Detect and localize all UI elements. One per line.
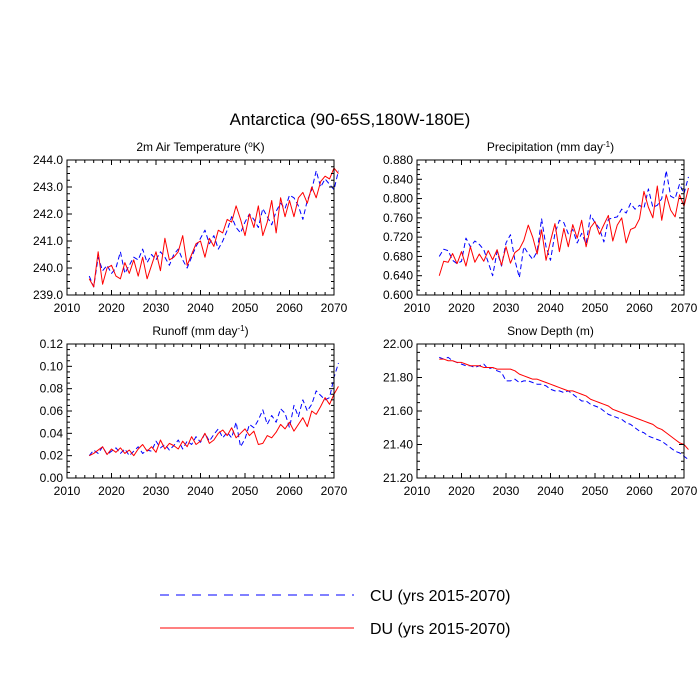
- snow-xtick-label: 2070: [671, 484, 698, 498]
- precip-ytick-label: 0.640: [383, 269, 413, 283]
- precip-title-main: Precipitation (mm day: [487, 140, 603, 154]
- runoff-xtick-label: 2060: [276, 484, 303, 498]
- temp-ytick-label: 244.0: [33, 153, 63, 167]
- temp-ytick-label: 243.0: [33, 180, 63, 194]
- temp-xtick-label: 2020: [98, 301, 125, 315]
- temp-panel-title: 2m Air Temperature (oK): [136, 140, 264, 154]
- runoff-xtick-label: 2030: [143, 484, 170, 498]
- temp-xtick-label: 2030: [143, 301, 170, 315]
- precip-ytick-label: 0.680: [383, 249, 413, 263]
- panel-precip: Precipitation (mm day-1) 2010 2020 2030 2040…: [383, 140, 698, 315]
- precip-ytick-label: 0.600: [383, 288, 413, 302]
- legend: CU (yrs 2015-2070) DU (yrs 2015-2070): [160, 588, 511, 638]
- temp-series-cu: [88, 170, 339, 288]
- runoff-title-main: Runoff (mm day: [152, 324, 237, 338]
- runoff-ytick-label: 0.06: [40, 404, 64, 418]
- precip-title-tail: ): [610, 140, 614, 154]
- runoff-xtick-label: 2010: [54, 484, 81, 498]
- runoff-ytick-label: 0.04: [40, 426, 64, 440]
- precip-xtick-label: 2010: [404, 301, 431, 315]
- snow-xtick-label: 2050: [582, 484, 609, 498]
- temp-ytick-label: 242.0: [33, 207, 63, 221]
- snow-title-main: Snow Depth (m): [507, 324, 594, 338]
- runoff-ytick-label: 0.02: [40, 449, 64, 463]
- runoff-ytick-label: 0.12: [40, 337, 64, 351]
- precip-series-cu: [438, 170, 689, 279]
- runoff-title-tail: ): [245, 324, 249, 338]
- precip-xtick-label: 2020: [448, 301, 475, 315]
- precip-xtick-label: 2070: [671, 301, 698, 315]
- temp-xtick-label: 2060: [276, 301, 303, 315]
- precip-ytick-label: 0.840: [383, 172, 413, 186]
- runoff-title-sup: -1: [238, 324, 246, 333]
- runoff-xtick-label: 2040: [187, 484, 214, 498]
- snow-plot-frame: [416, 343, 685, 479]
- temp-xtick-label: 2010: [54, 301, 81, 315]
- temp-title-tail: K): [253, 140, 265, 154]
- runoff-panel-title: Runoff (mm day-1): [152, 324, 248, 338]
- precip-series-du: [438, 185, 689, 276]
- precip-xtick-label: 2040: [537, 301, 564, 315]
- runoff-series-cu: [88, 362, 339, 457]
- panel-temp: 2m Air Temperature (oK) 2010 2020 2030 2040 2…: [33, 140, 348, 315]
- snow-ytick-label: 21.80: [383, 371, 413, 385]
- snow-xtick-label: 2060: [626, 484, 653, 498]
- precip-panel-title: Precipitation (mm day-1): [487, 140, 614, 154]
- precip-title-sup: -1: [603, 140, 611, 149]
- temp-xtick-label: 2070: [321, 301, 348, 315]
- snow-series-du: [439, 358, 689, 450]
- precip-xtick-label: 2050: [582, 301, 609, 315]
- temp-xtick-label: 2050: [232, 301, 259, 315]
- snow-ytick-label: 21.20: [383, 471, 413, 485]
- runoff-xtick-label: 2070: [321, 484, 348, 498]
- temp-ytick-label: 241.0: [33, 234, 63, 248]
- temp-series-du: [88, 167, 339, 288]
- panel-snow: Snow Depth (m) 2010 2020 2030 2040 2050 2060 20…: [383, 324, 698, 498]
- snow-xtick-label: 2040: [537, 484, 564, 498]
- runoff-plot-frame: [66, 343, 335, 479]
- runoff-xtick-label: 2020: [98, 484, 125, 498]
- temp-ytick-label: 240.0: [33, 261, 63, 275]
- temp-plot-frame: [66, 159, 335, 296]
- precip-ytick-label: 0.880: [383, 153, 413, 167]
- temp-title-sup: o: [248, 140, 253, 149]
- snow-ytick-label: 22.00: [383, 337, 413, 351]
- runoff-ytick-label: 0.00: [40, 471, 64, 485]
- precip-ytick-label: 0.720: [383, 230, 413, 244]
- legend-label-cu: CU (yrs 2015-2070): [370, 588, 511, 605]
- snow-ytick-label: 21.60: [383, 404, 413, 418]
- runoff-xtick-label: 2050: [232, 484, 259, 498]
- precip-ytick-label: 0.760: [383, 211, 413, 225]
- panel-runoff: Runoff (mm day-1) 2010 2020 2030 2040 2050 206…: [40, 324, 348, 498]
- precip-xtick-label: 2030: [493, 301, 520, 315]
- precip-ytick-label: 0.800: [383, 192, 413, 206]
- snow-xtick-label: 2030: [493, 484, 520, 498]
- snow-series-cu: [439, 356, 689, 460]
- temp-xtick-label: 2040: [187, 301, 214, 315]
- runoff-series-du: [89, 386, 339, 457]
- runoff-ytick-label: 0.08: [40, 382, 64, 396]
- temp-title-main: 2m Air Temperature (: [136, 140, 248, 154]
- legend-label-du: DU (yrs 2015-2070): [370, 621, 511, 638]
- temp-ytick-label: 239.0: [33, 288, 63, 302]
- snow-xtick-label: 2010: [404, 484, 431, 498]
- runoff-ytick-label: 0.10: [40, 359, 64, 373]
- snow-ytick-label: 21.40: [383, 438, 413, 452]
- figure-title: Antarctica (90-65S,180W-180E): [230, 110, 471, 129]
- snow-panel-title: Snow Depth (m): [507, 324, 594, 338]
- precip-plot-frame: [416, 159, 685, 296]
- snow-xtick-label: 2020: [448, 484, 475, 498]
- precip-xtick-label: 2060: [626, 301, 653, 315]
